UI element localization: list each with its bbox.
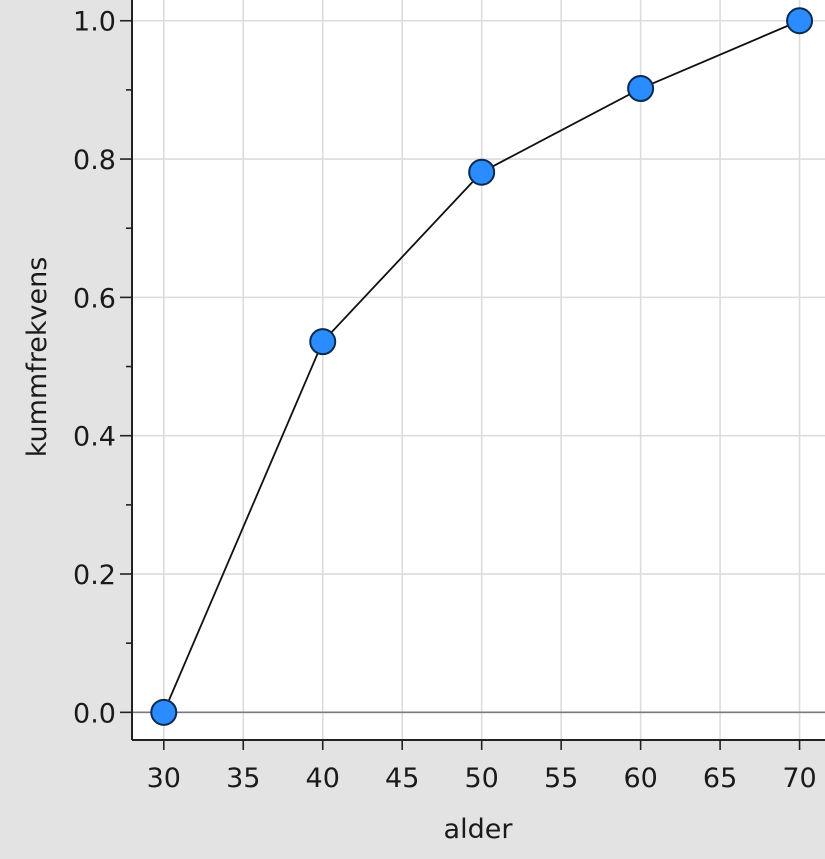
y-tick-label: 0.6 xyxy=(73,283,116,314)
x-tick-label: 55 xyxy=(544,763,578,794)
y-tick-label: 1.0 xyxy=(73,7,116,38)
x-tick-label: 65 xyxy=(703,763,737,794)
x-tick-label: 70 xyxy=(782,763,816,794)
y-tick-label: 0.0 xyxy=(73,698,116,729)
y-tick-label: 0.4 xyxy=(73,422,116,453)
y-axis-title: kummfrekvens xyxy=(22,257,53,458)
x-tick-label: 40 xyxy=(306,763,340,794)
x-tick-label: 50 xyxy=(464,763,498,794)
x-tick-label: 35 xyxy=(226,763,260,794)
data-point xyxy=(627,75,655,103)
y-tick-label: 0.8 xyxy=(73,145,116,176)
series xyxy=(150,7,814,726)
data-point xyxy=(309,328,337,356)
axes xyxy=(120,0,825,750)
data-point xyxy=(786,7,814,35)
y-tick-label: 0.2 xyxy=(73,560,116,591)
data-point xyxy=(468,158,496,186)
x-axis-title: alder xyxy=(444,814,514,845)
x-tick-label: 30 xyxy=(147,763,181,794)
tick-labels: 0.0 0.2 0.4 0.6 0.8 1.0 30 35 40 45 50 55 60 65 70 xyxy=(73,7,817,794)
plot-area xyxy=(132,0,825,740)
x-tick-label: 60 xyxy=(623,763,657,794)
data-point xyxy=(150,698,178,726)
grid xyxy=(132,0,825,740)
x-tick-label: 45 xyxy=(385,763,419,794)
